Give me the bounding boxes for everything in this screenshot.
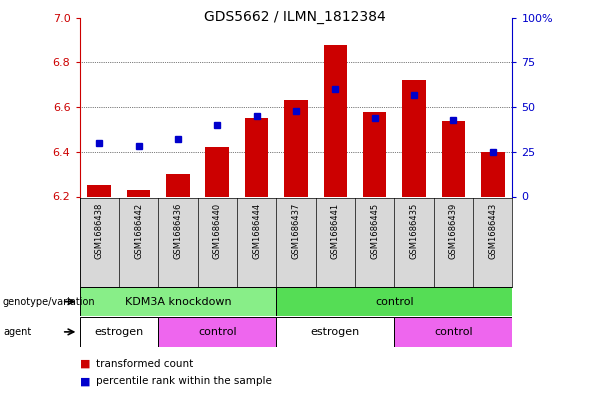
Text: percentile rank within the sample: percentile rank within the sample: [96, 376, 272, 386]
Bar: [166, 174, 190, 196]
Text: GSM1686445: GSM1686445: [370, 203, 379, 259]
Bar: [442, 121, 465, 196]
Text: control: control: [198, 327, 237, 337]
Text: ■: ■: [80, 376, 90, 386]
Bar: [158, 317, 276, 347]
Text: control: control: [375, 297, 413, 307]
Text: agent: agent: [3, 327, 31, 337]
Text: GSM1686438: GSM1686438: [95, 203, 104, 259]
Text: GSM1686437: GSM1686437: [292, 203, 300, 259]
Bar: [402, 80, 426, 196]
Bar: [395, 317, 512, 347]
Bar: [363, 112, 386, 196]
Text: GSM1686443: GSM1686443: [488, 203, 497, 259]
Bar: [276, 287, 512, 316]
Text: genotype/variation: genotype/variation: [3, 297, 95, 307]
Bar: [276, 317, 395, 347]
Text: GSM1686435: GSM1686435: [409, 203, 419, 259]
Text: estrogen: estrogen: [94, 327, 144, 337]
Text: transformed count: transformed count: [96, 358, 193, 369]
Bar: [80, 287, 276, 316]
Text: GSM1686436: GSM1686436: [173, 203, 183, 259]
Text: GSM1686442: GSM1686442: [134, 203, 143, 259]
Bar: [284, 100, 308, 196]
Text: estrogen: estrogen: [311, 327, 360, 337]
Bar: [80, 317, 158, 347]
Bar: [127, 190, 150, 196]
Text: KDM3A knockdown: KDM3A knockdown: [125, 297, 231, 307]
Bar: [245, 118, 269, 196]
Text: GSM1686441: GSM1686441: [331, 203, 340, 259]
Text: ■: ■: [80, 358, 90, 369]
Bar: [206, 147, 229, 196]
Text: GSM1686444: GSM1686444: [252, 203, 261, 259]
Text: GSM1686439: GSM1686439: [449, 203, 458, 259]
Text: GDS5662 / ILMN_1812384: GDS5662 / ILMN_1812384: [204, 10, 385, 24]
Bar: [323, 44, 347, 196]
Bar: [481, 152, 505, 196]
Bar: [87, 185, 111, 196]
Text: control: control: [434, 327, 473, 337]
Text: GSM1686440: GSM1686440: [213, 203, 222, 259]
